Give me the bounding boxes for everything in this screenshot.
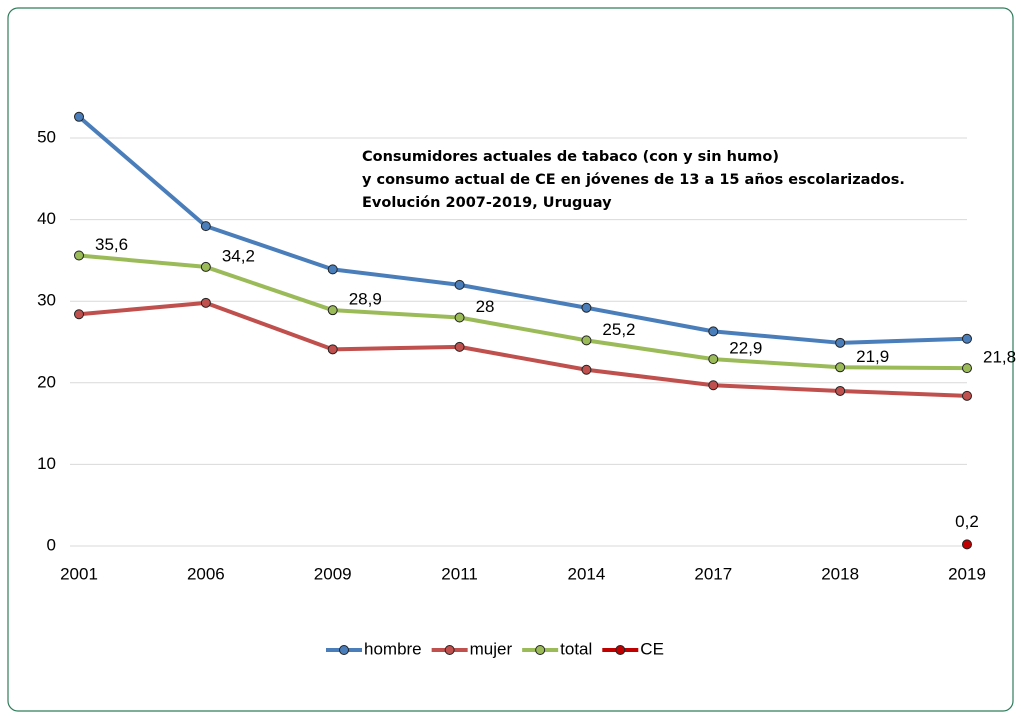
x-tick-label: 2009 [314, 564, 352, 583]
y-tick-label: 20 [37, 372, 56, 391]
data-point [74, 111, 84, 122]
data-point [708, 326, 719, 337]
data-point [581, 302, 592, 313]
x-tick-label: 2019 [948, 564, 986, 583]
data-point [327, 264, 338, 275]
data-label: 28 [476, 297, 495, 316]
y-tick-label: 30 [37, 291, 56, 310]
data-point [835, 385, 846, 396]
frame [7, 7, 1014, 712]
legend-marker [444, 645, 455, 655]
data-label: 0,2 [955, 512, 979, 531]
data-point [454, 341, 465, 352]
legend-marker [339, 645, 349, 655]
data-label: 34,2 [222, 246, 255, 265]
y-tick-label: 10 [37, 454, 56, 473]
legend-label: CE [640, 639, 664, 658]
chart-title: Evolución 2007-2019, Uruguay [362, 195, 612, 211]
data-point [835, 337, 846, 348]
data-point [454, 279, 465, 290]
data-point [74, 250, 84, 261]
series-line [78, 300, 968, 398]
data-label: 21,8 [983, 348, 1016, 367]
data-point [962, 363, 972, 374]
data-point [708, 354, 719, 365]
legend-label: mujer [470, 639, 513, 658]
data-point [200, 297, 211, 308]
data-label: 22,9 [729, 339, 762, 358]
x-tick-label: 2011 [441, 564, 478, 583]
chart-title: Consumidores actuales de tabaco (con y s… [362, 149, 779, 165]
legend-label: hombre [364, 639, 422, 658]
y-tick-label: 40 [37, 209, 56, 228]
data-label: 28,9 [349, 290, 382, 309]
x-tick-label: 2017 [694, 564, 732, 583]
x-tick-label: 2014 [568, 564, 606, 583]
data-label: 21,9 [856, 347, 889, 366]
data-point [581, 364, 592, 375]
x-tick-label: 2018 [821, 564, 859, 583]
x-tick-label: 2006 [187, 564, 225, 583]
data-point [200, 261, 211, 272]
data-point [327, 344, 338, 355]
data-point [962, 333, 972, 344]
data-label: 25,2 [602, 320, 635, 339]
series-line [77, 115, 968, 345]
data-point [708, 380, 719, 391]
chart-title: y consumo actual de CE en jóvenes de 13 … [362, 172, 905, 188]
legend-label: total [560, 639, 592, 658]
series-line [78, 253, 968, 371]
data-point [327, 305, 338, 316]
y-tick-label: 50 [37, 127, 56, 146]
data-point [581, 335, 592, 346]
data-point [200, 221, 211, 232]
data-label: 35,6 [95, 235, 128, 254]
x-tick-label: 2001 [60, 564, 98, 583]
y-tick-label: 0 [47, 535, 56, 554]
data-point [454, 312, 465, 323]
data-point [962, 539, 972, 550]
data-point [74, 309, 84, 320]
data-point [835, 362, 846, 373]
legend-marker [615, 645, 626, 655]
data-point [962, 390, 972, 401]
legend-marker [535, 645, 546, 655]
